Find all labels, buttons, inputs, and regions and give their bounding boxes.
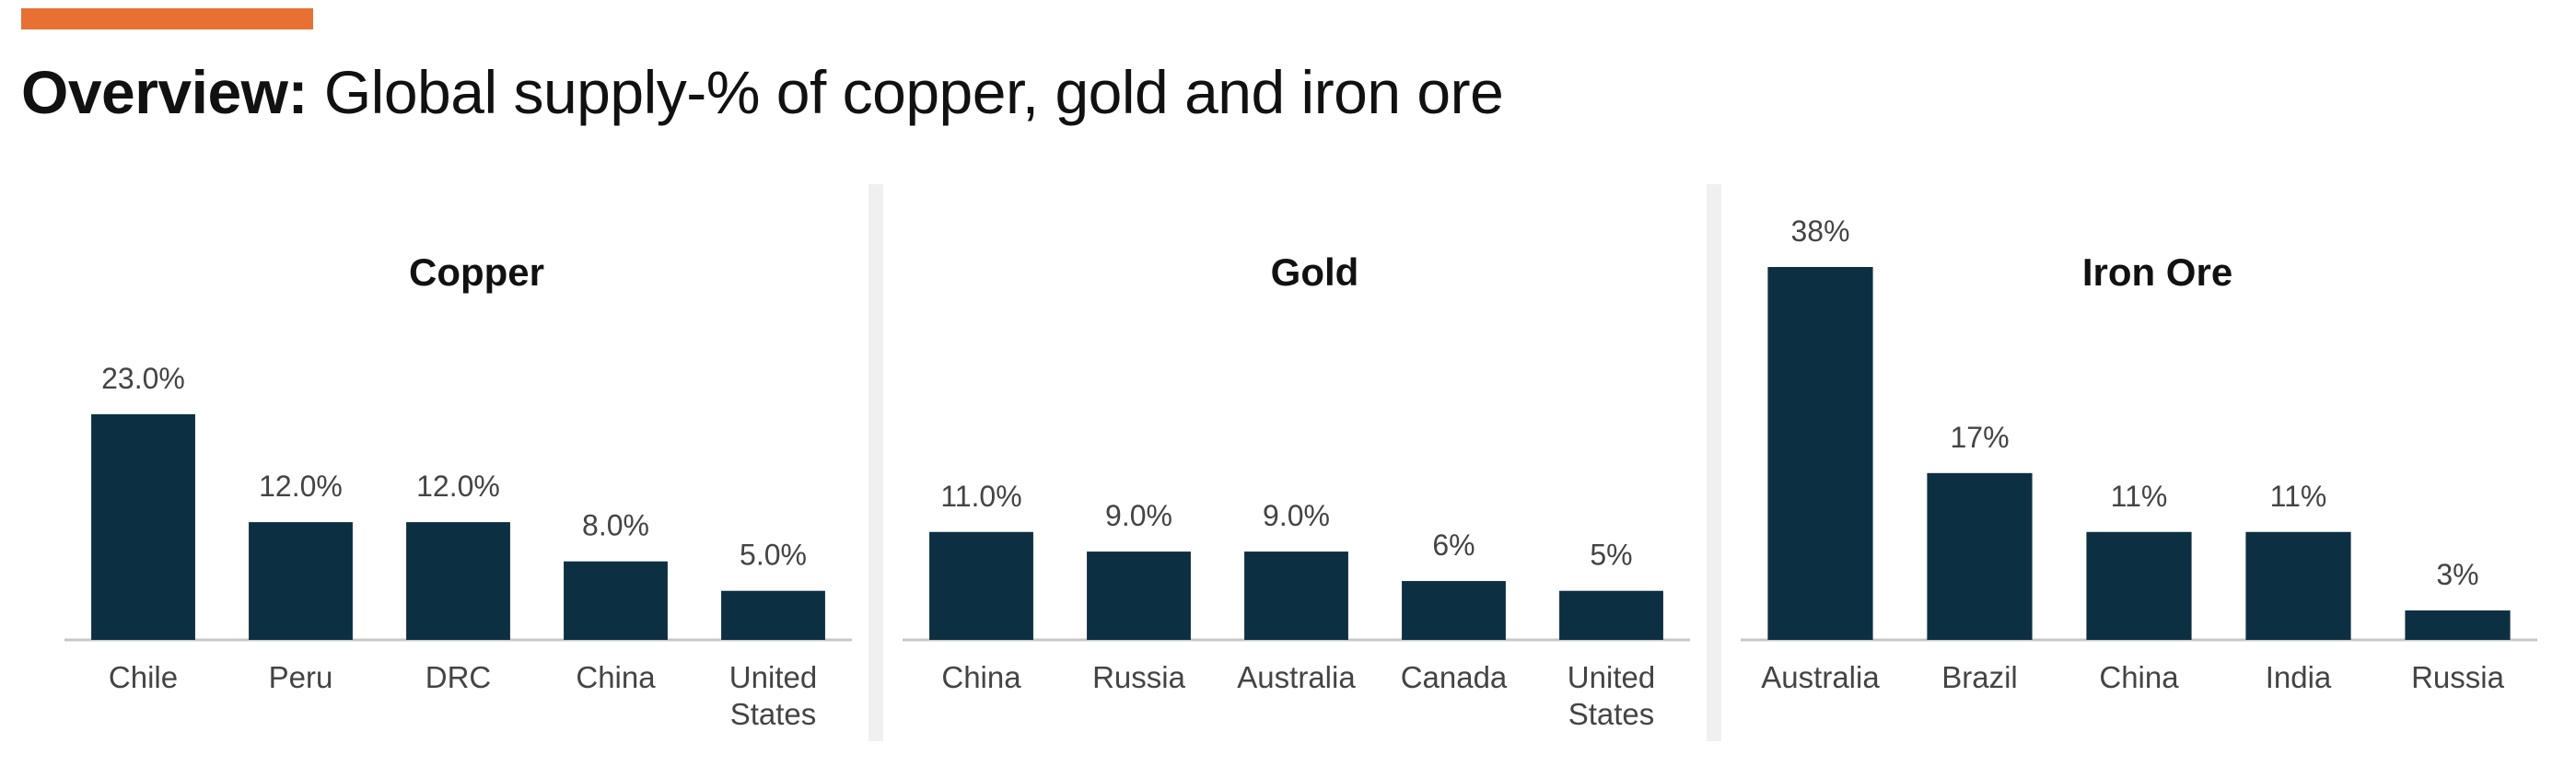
chart-title: Gold <box>1271 250 1359 294</box>
page-title-bold: Overview: <box>21 58 309 126</box>
tick-label-china: China <box>576 660 656 694</box>
tick-label-chile: Chile <box>109 660 178 694</box>
tick-label-china: China <box>941 660 1021 694</box>
data-label: 17% <box>1950 421 2009 454</box>
tick-label-india: India <box>2266 660 2332 694</box>
chart-title: Copper <box>409 250 544 294</box>
tick-label-australia: Australia <box>1761 660 1880 694</box>
data-label: 8.0% <box>582 509 649 542</box>
data-label: 38% <box>1790 215 1849 248</box>
tick-label-united-states: United States <box>729 660 817 731</box>
page-title: Overview: Global supply-% of copper, gol… <box>21 57 1504 127</box>
tick-label-china: China <box>2099 660 2179 694</box>
data-label: 23.0% <box>101 362 185 395</box>
bar-canada <box>1402 581 1506 640</box>
data-label: 6% <box>1432 528 1474 562</box>
data-label: 5% <box>1590 539 1632 572</box>
page-title-rest: Global supply-% of copper, gold and iron… <box>308 58 1504 126</box>
bar-drc <box>406 522 510 640</box>
tick-label-peru: Peru <box>269 660 333 694</box>
data-label: 12.0% <box>259 470 343 503</box>
bar-australia <box>1244 552 1348 640</box>
data-label: 11% <box>2111 480 2168 513</box>
chart-svg-gold: Gold 11.0% China 9.0% Russia 9.0% Australia 6% C… <box>903 250 1690 731</box>
data-label: 9.0% <box>1263 499 1330 532</box>
data-label: 11% <box>2270 480 2327 513</box>
tick-label-drc: DRC <box>425 660 492 694</box>
chart-svg-iron-ore: Iron Ore 38% Australia 17% Brazil 11% China 11%… <box>1741 215 2537 694</box>
tick-label-united-states: United States <box>1568 660 1655 731</box>
tick-label-russia: Russia <box>2411 660 2505 694</box>
bar-india <box>2245 531 2351 640</box>
chart-panel-copper: Copper 23.0% Chile 12.0% Peru 12.0% DRC 8.0% Chi… <box>51 184 866 741</box>
tick-label-brazil: Brazil <box>1941 660 2018 694</box>
bar-chile <box>91 413 195 640</box>
bar-china <box>929 531 1033 640</box>
data-label: 5.0% <box>740 539 807 572</box>
tick-label-canada: Canada <box>1401 660 1508 694</box>
bar-australia <box>1767 267 1873 640</box>
chart-panel-iron-ore: Iron Ore 38% Australia 17% Brazil 11% China 11%… <box>1727 184 2551 741</box>
tick-label-australia: Australia <box>1237 660 1356 694</box>
bar-united-states <box>721 590 825 640</box>
panel-divider <box>868 184 883 741</box>
bar-russia <box>1087 552 1191 640</box>
chart-title: Iron Ore <box>2082 250 2232 294</box>
panel-divider <box>1707 184 1721 741</box>
bar-china <box>564 561 668 640</box>
data-label: 11.0% <box>940 480 1021 513</box>
accent-bar <box>21 8 313 29</box>
data-label: 3% <box>2436 558 2478 591</box>
data-label: 9.0% <box>1105 499 1172 532</box>
chart-panel-gold: Gold 11.0% China 9.0% Russia 9.0% Australia 6% C… <box>889 184 1704 741</box>
bar-brazil <box>1927 472 2033 640</box>
data-label: 12.0% <box>416 470 500 503</box>
bar-russia <box>2405 610 2511 640</box>
tick-label-russia: Russia <box>1092 660 1186 694</box>
bar-united-states <box>1559 590 1663 640</box>
bar-china <box>2086 531 2192 640</box>
bar-peru <box>249 522 353 640</box>
chart-svg-copper: Copper 23.0% Chile 12.0% Peru 12.0% DRC 8.0% Chi… <box>64 250 852 731</box>
